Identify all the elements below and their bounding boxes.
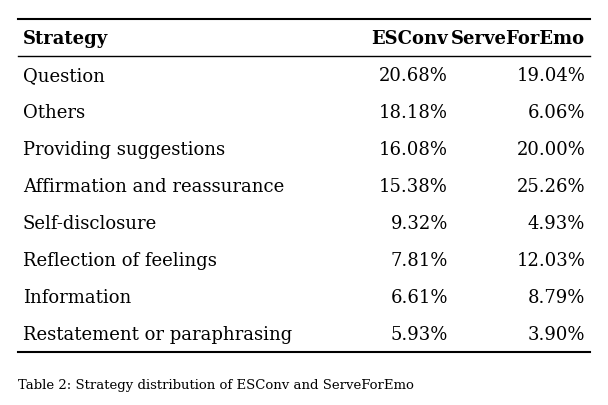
Text: Table 2: Strategy distribution of ESConv and ServeForEmo: Table 2: Strategy distribution of ESConv… [18,378,414,391]
Text: 7.81%: 7.81% [391,251,448,269]
Text: Question: Question [23,66,105,85]
Text: 20.68%: 20.68% [379,66,448,85]
Text: 5.93%: 5.93% [391,325,448,343]
Text: 25.26%: 25.26% [517,177,585,195]
Text: ESConv: ESConv [371,30,448,48]
Text: 20.00%: 20.00% [516,141,585,158]
Text: 16.08%: 16.08% [379,141,448,158]
Text: Affirmation and reassurance: Affirmation and reassurance [23,177,284,195]
Text: 15.38%: 15.38% [379,177,448,195]
Text: 6.61%: 6.61% [390,288,448,306]
Text: Strategy: Strategy [23,30,108,48]
Text: 6.06%: 6.06% [528,104,585,122]
Text: 12.03%: 12.03% [516,251,585,269]
Text: 4.93%: 4.93% [528,214,585,232]
Text: 8.79%: 8.79% [528,288,585,306]
Text: Reflection of feelings: Reflection of feelings [23,251,216,269]
Text: 18.18%: 18.18% [379,104,448,122]
Text: Restatement or paraphrasing: Restatement or paraphrasing [23,325,292,343]
Text: Others: Others [23,104,85,122]
Text: 19.04%: 19.04% [516,66,585,85]
Text: Information: Information [23,288,131,306]
Text: 3.90%: 3.90% [528,325,585,343]
Text: Self-disclosure: Self-disclosure [23,214,157,232]
Text: Providing suggestions: Providing suggestions [23,141,225,158]
Text: 9.32%: 9.32% [391,214,448,232]
Text: ServeForEmo: ServeForEmo [451,30,585,48]
